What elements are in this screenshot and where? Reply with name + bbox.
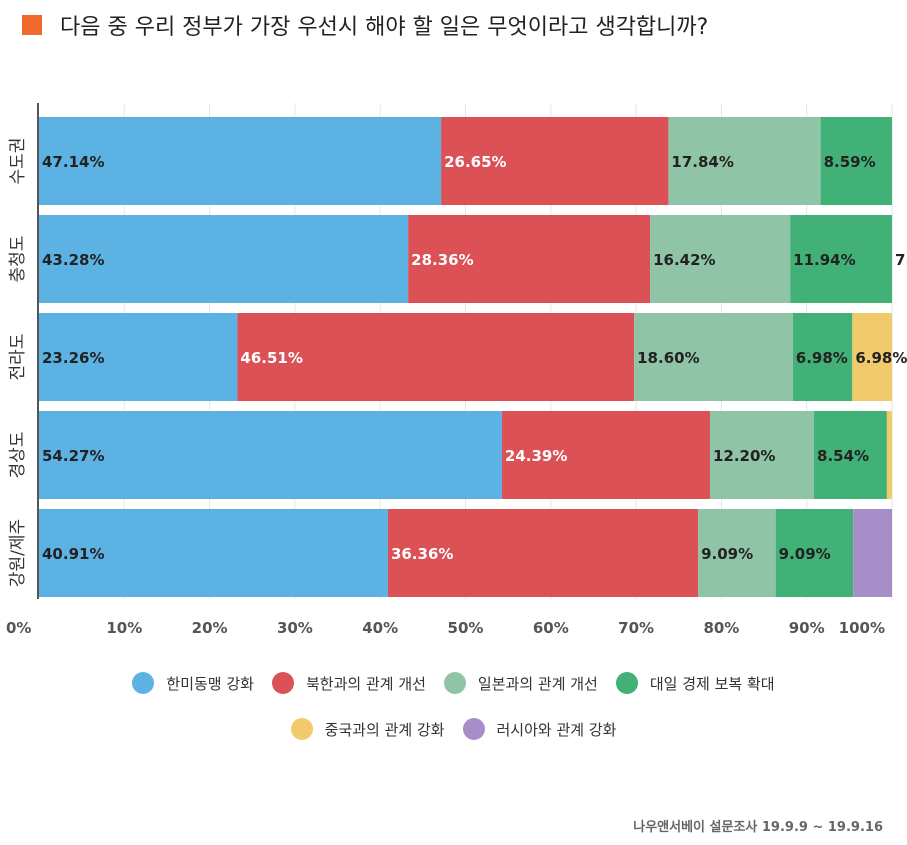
legend-label: 북한과의 관계 개선 [305,674,426,693]
bar-segment [237,313,635,401]
legend-label: 중국과의 관계 강화 [324,720,445,739]
chart-title: 다음 중 우리 정부가 가장 우선시 해야 할 일은 무엇이라고 생각합니까? [60,15,709,40]
bar-value-label: 11.94% [793,251,855,269]
bar-value-label: 54.27% [42,447,104,465]
bar-value-label: 26.65% [444,153,506,171]
category-label: 충청도 [8,236,28,283]
bar-value-label: 18.60% [637,349,699,367]
legend-swatch [132,672,155,694]
bar-segment [39,215,409,303]
bar-value-label: 6.98% [855,349,907,367]
bar-value-label: 36.36% [391,545,453,563]
bar-segment [408,215,651,303]
bar-segment [387,509,699,597]
x-tick-label: 0% [6,619,31,637]
bar-segment [790,215,892,303]
bar-value-label: 8.54% [817,447,869,465]
legend-item: 일본과의 관계 개선 [443,672,598,694]
legend-swatch [443,672,466,694]
bar-value-label: 43.28% [42,251,104,269]
legend-label: 대일 경제 보복 확대 [649,674,775,693]
legend-row-1: 한미동맹 강화 북한과의 관계 개선 일본과의 관계 개선 대일 경제 보복 확대 [0,672,907,694]
stacked-bar-chart: 47.14% 26.65% 17.84% 8.59% 수도권 43.28% 28.36% 16… [6,103,907,637]
bar-segment [698,509,776,597]
bar-value-label: 16.42% [653,251,715,269]
bar-segment [775,509,854,597]
legend-label: 일본과의 관계 개선 [477,674,598,693]
bar-segment [792,313,853,401]
bar-segment [668,117,821,205]
bar-value-label: 6.98% [796,349,848,367]
source-note: 나우앤서베이 설문조사 19.9.9 ~ 19.9.16 [633,820,883,835]
bar-segment [39,509,388,597]
x-tick-label: 40% [362,619,398,637]
x-tick-label: 20% [192,619,228,637]
bar-value-label: 17.84% [671,153,733,171]
legend-swatch [462,718,485,740]
bar-value-label: 28.36% [411,251,473,269]
x-tick-label: 70% [618,619,654,637]
title-marker [22,15,42,35]
bar-value-label: 7.46% [895,251,907,269]
legend-swatch [290,718,313,740]
legend-label: 한미동맹 강화 [166,674,254,693]
bar-segment [501,411,710,499]
bar-segment [853,509,892,597]
x-tick-label: 90% [789,619,825,637]
legend-item: 한미동맹 강화 [132,672,254,694]
bar-value-label: 47.14% [42,153,104,171]
bar-segment [39,411,502,499]
bar-value-label: 9.09% [701,545,753,563]
category-label: 강원/제주 [8,519,28,587]
bar-segment [39,313,238,401]
bar-segment [820,117,892,205]
bar-value-label: 8.59% [824,153,876,171]
title-row: 다음 중 우리 정부가 가장 우선시 해야 할 일은 무엇이라고 생각합니까? [22,10,708,40]
category-label: 경상도 [8,432,28,479]
legend-swatch [615,672,638,694]
bar-segment [709,411,815,499]
bar-segment [634,313,793,401]
legend-item: 중국과의 관계 강화 [290,718,445,740]
bar-value-label: 24.39% [505,447,567,465]
bar-value-label: 23.26% [42,349,104,367]
bar-segment [886,411,892,499]
bar-value-label: 40.91% [42,545,104,563]
x-tick-label: 80% [703,619,739,637]
x-tick-label: 10% [106,619,142,637]
legend-row-2: 중국과의 관계 강화 러시아와 관계 강화 [0,718,907,740]
bar-value-label: 12.20% [713,447,775,465]
x-tick-label: 50% [448,619,484,637]
legend-item: 러시아와 관계 강화 [462,718,617,740]
bar-segment [650,215,791,303]
category-label: 전라도 [8,334,28,381]
legend-item: 대일 경제 보복 확대 [615,672,775,694]
bar-value-label: 46.51% [240,349,302,367]
x-tick-label: 100% [839,619,885,637]
bar-segment [39,117,442,205]
bar-segment [814,411,887,499]
legend-label: 러시아와 관계 강화 [496,720,617,739]
bar-segment [441,117,669,205]
x-tick-label: 60% [533,619,569,637]
legend-item: 북한과의 관계 개선 [271,672,426,694]
bar-segment [852,313,892,401]
bar-value-label: 9.09% [779,545,831,563]
legend-swatch [271,672,294,694]
x-tick-label: 30% [277,619,313,637]
category-label: 수도권 [8,138,28,185]
